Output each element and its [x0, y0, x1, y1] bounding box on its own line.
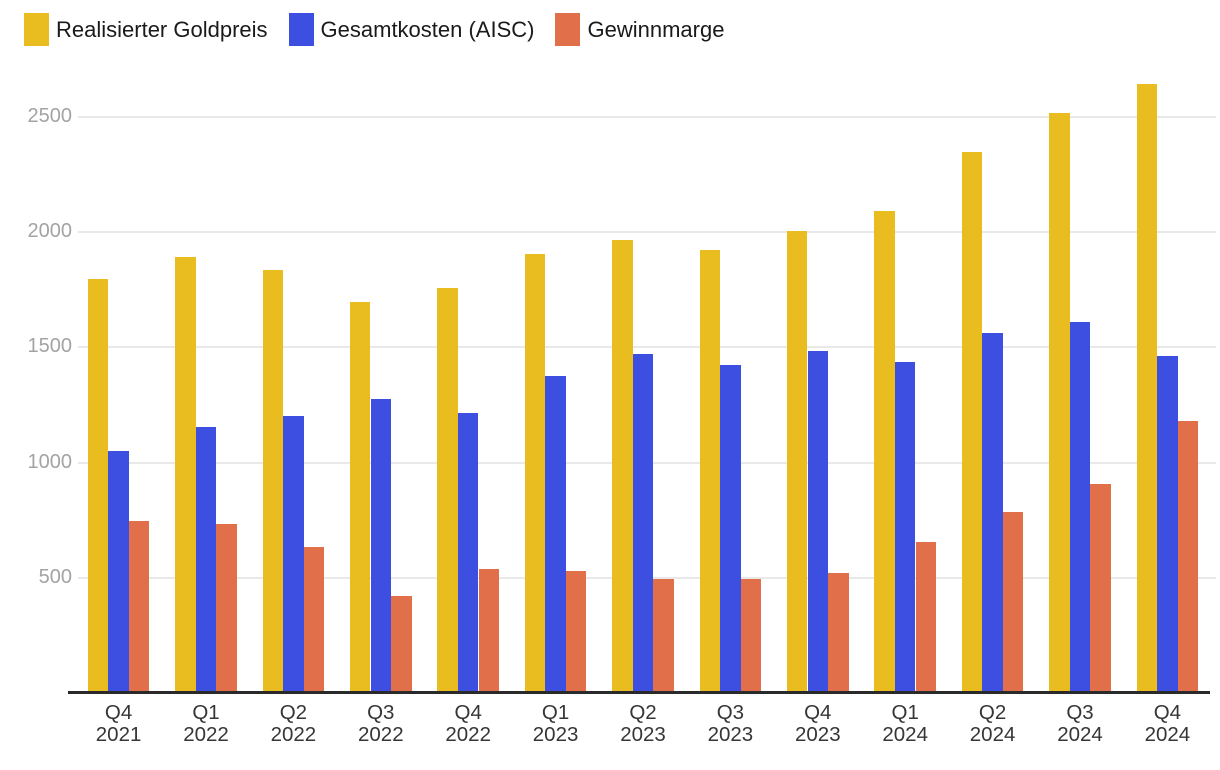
- bar-gewinnmarge-q3-2023[interactable]: [740, 578, 762, 693]
- x-tick-year: 2023: [707, 723, 754, 746]
- legend-swatch-gesamtkosten-aisc: [288, 13, 314, 46]
- y-tick-label-1000: 1000: [27, 450, 73, 473]
- bar-gewinnmarge-q3-2024[interactable]: [1090, 484, 1111, 693]
- x-tick-label-q1-2023: Q1 2023: [496, 702, 616, 746]
- bar-gewinnmarge-q1-2023[interactable]: [565, 570, 587, 693]
- legend-item-realisierter-goldpreis[interactable]: Realisierter Goldpreis: [24, 13, 268, 46]
- x-tick-label-q4-2024: Q4 2024: [1107, 702, 1220, 746]
- legend-swatch-realisierter-goldpreis: [24, 13, 49, 46]
- x-tick-label-q1-2024: Q1 2024: [845, 702, 965, 746]
- bar-realisierter-goldpreis-q4-2023[interactable]: [786, 230, 808, 693]
- x-tick-quarter: Q4: [1153, 701, 1182, 724]
- bar-realisierter-goldpreis-q1-2023[interactable]: [524, 253, 546, 693]
- x-tick-quarter: Q1: [891, 701, 919, 724]
- bar-gewinnmarge-q4-2022[interactable]: [478, 568, 500, 693]
- x-tick-year: 2023: [620, 723, 666, 746]
- bar-gesamtkosten-aisc-q4-2022[interactable]: [457, 412, 479, 693]
- bar-gesamtkosten-aisc-q1-2022[interactable]: [195, 426, 217, 693]
- x-tick-year: 2022: [357, 723, 404, 746]
- bar-realisierter-goldpreis-q4-2021[interactable]: [87, 279, 109, 693]
- bar-gewinnmarge-q2-2024[interactable]: [1002, 512, 1024, 693]
- bar-gesamtkosten-aisc-q4-2024[interactable]: [1157, 356, 1178, 693]
- x-tick-label-q4-2023: Q4 2023: [758, 702, 878, 746]
- legend-label: Gesamtkosten (AISC): [320, 16, 535, 42]
- x-tick-label-q4-2021: Q4 2021: [59, 702, 179, 746]
- x-tick-label-q3-2024: Q3 2024: [1020, 702, 1140, 746]
- bar-realisierter-goldpreis-q2-2022[interactable]: [262, 270, 284, 693]
- x-tick-year: 2024: [882, 723, 928, 746]
- x-tick-year: 2022: [183, 723, 229, 746]
- bar-gewinnmarge-q3-2022[interactable]: [391, 596, 412, 693]
- bar-realisierter-goldpreis-q3-2022[interactable]: [349, 302, 371, 693]
- x-tick-label-q3-2023: Q3 2023: [670, 702, 790, 746]
- x-tick-year: 2024: [969, 723, 1016, 746]
- gridline-1500: [78, 346, 1216, 349]
- bar-realisierter-goldpreis-q2-2023[interactable]: [612, 240, 633, 693]
- bar-gesamtkosten-aisc-q4-2021[interactable]: [108, 450, 129, 693]
- x-tick-label-q2-2022: Q2 2022: [233, 702, 353, 746]
- gridline-2000: [78, 231, 1216, 233]
- bar-gesamtkosten-aisc-q1-2024[interactable]: [894, 362, 916, 693]
- x-tick-quarter: Q2: [629, 701, 657, 724]
- legend-label: Gewinnmarge: [587, 16, 725, 42]
- bar-gewinnmarge-q1-2024[interactable]: [915, 542, 937, 693]
- bar-gesamtkosten-aisc-q2-2024[interactable]: [982, 333, 1003, 693]
- bar-gewinnmarge-q4-2024[interactable]: [1177, 421, 1199, 693]
- bar-realisierter-goldpreis-q1-2022[interactable]: [175, 257, 196, 693]
- bar-realisierter-goldpreis-q4-2022[interactable]: [437, 288, 458, 693]
- x-tick-quarter: Q4: [454, 701, 482, 724]
- bar-realisierter-goldpreis-q1-2024[interactable]: [874, 211, 895, 693]
- x-tick-year: 2021: [95, 723, 142, 746]
- bar-realisierter-goldpreis-q3-2023[interactable]: [699, 250, 721, 693]
- y-tick-label-2000: 2000: [27, 220, 73, 242]
- bar-realisierter-goldpreis-q3-2024[interactable]: [1049, 113, 1070, 693]
- x-tick-quarter: Q1: [541, 701, 570, 724]
- x-tick-year: 2023: [532, 723, 579, 746]
- bar-gesamtkosten-aisc-q4-2023[interactable]: [807, 350, 829, 693]
- x-tick-label-q2-2024: Q2 2024: [933, 702, 1053, 746]
- bar-gewinnmarge-q1-2022[interactable]: [216, 523, 237, 693]
- bar-gesamtkosten-aisc-q2-2023[interactable]: [632, 354, 654, 693]
- bar-gesamtkosten-aisc-q3-2024[interactable]: [1069, 321, 1091, 693]
- legend-item-gewinnmarge[interactable]: Gewinnmarge: [555, 13, 724, 46]
- x-axis-line: [68, 691, 1210, 694]
- y-tick-label-1500: 1500: [27, 335, 73, 358]
- x-tick-quarter: Q2: [279, 701, 308, 724]
- bar-gewinnmarge-q2-2022[interactable]: [303, 546, 325, 693]
- x-tick-year: 2022: [445, 723, 491, 746]
- x-tick-label-q3-2022: Q3 2022: [321, 702, 441, 746]
- y-tick-label-500: 500: [38, 565, 72, 588]
- x-tick-quarter: Q1: [192, 701, 220, 724]
- legend-swatch-gewinnmarge: [555, 13, 581, 46]
- x-tick-quarter: Q2: [978, 701, 1007, 724]
- x-tick-quarter: Q3: [1066, 701, 1094, 724]
- bar-gesamtkosten-aisc-q1-2023[interactable]: [545, 376, 566, 693]
- legend-label: Realisierter Goldpreis: [56, 16, 268, 42]
- x-tick-quarter: Q3: [716, 701, 745, 724]
- legend: Realisierter Goldpreis Gesamtkosten (AISC…: [24, 13, 745, 46]
- x-tick-label-q4-2022: Q4 2022: [408, 702, 528, 746]
- x-tick-year: 2024: [1057, 723, 1103, 746]
- legend-item-gesamtkosten-aisc[interactable]: Gesamtkosten (AISC): [288, 13, 535, 46]
- bar-gewinnmarge-q4-2023[interactable]: [828, 573, 849, 693]
- x-tick-year: 2023: [794, 723, 841, 746]
- x-tick-year: 2022: [270, 723, 317, 746]
- bar-gesamtkosten-aisc-q2-2022[interactable]: [283, 416, 304, 693]
- x-tick-year: 2024: [1144, 723, 1191, 746]
- gridline-2500: [78, 115, 1216, 118]
- bar-gewinnmarge-q4-2021[interactable]: [128, 521, 150, 693]
- x-tick-quarter: Q4: [104, 701, 133, 724]
- bar-gesamtkosten-aisc-q3-2023[interactable]: [720, 364, 741, 693]
- x-tick-label-q1-2022: Q1 2022: [146, 702, 266, 746]
- y-tick-label-2500: 2500: [27, 104, 73, 127]
- bar-gewinnmarge-q2-2023[interactable]: [653, 578, 674, 693]
- bar-realisierter-goldpreis-q2-2024[interactable]: [961, 152, 983, 693]
- x-tick-label-q2-2023: Q2 2023: [583, 702, 703, 746]
- bar-realisierter-goldpreis-q4-2024[interactable]: [1136, 84, 1158, 693]
- x-tick-quarter: Q4: [804, 701, 832, 724]
- bar-gesamtkosten-aisc-q3-2022[interactable]: [370, 399, 392, 693]
- x-tick-quarter: Q3: [367, 701, 395, 724]
